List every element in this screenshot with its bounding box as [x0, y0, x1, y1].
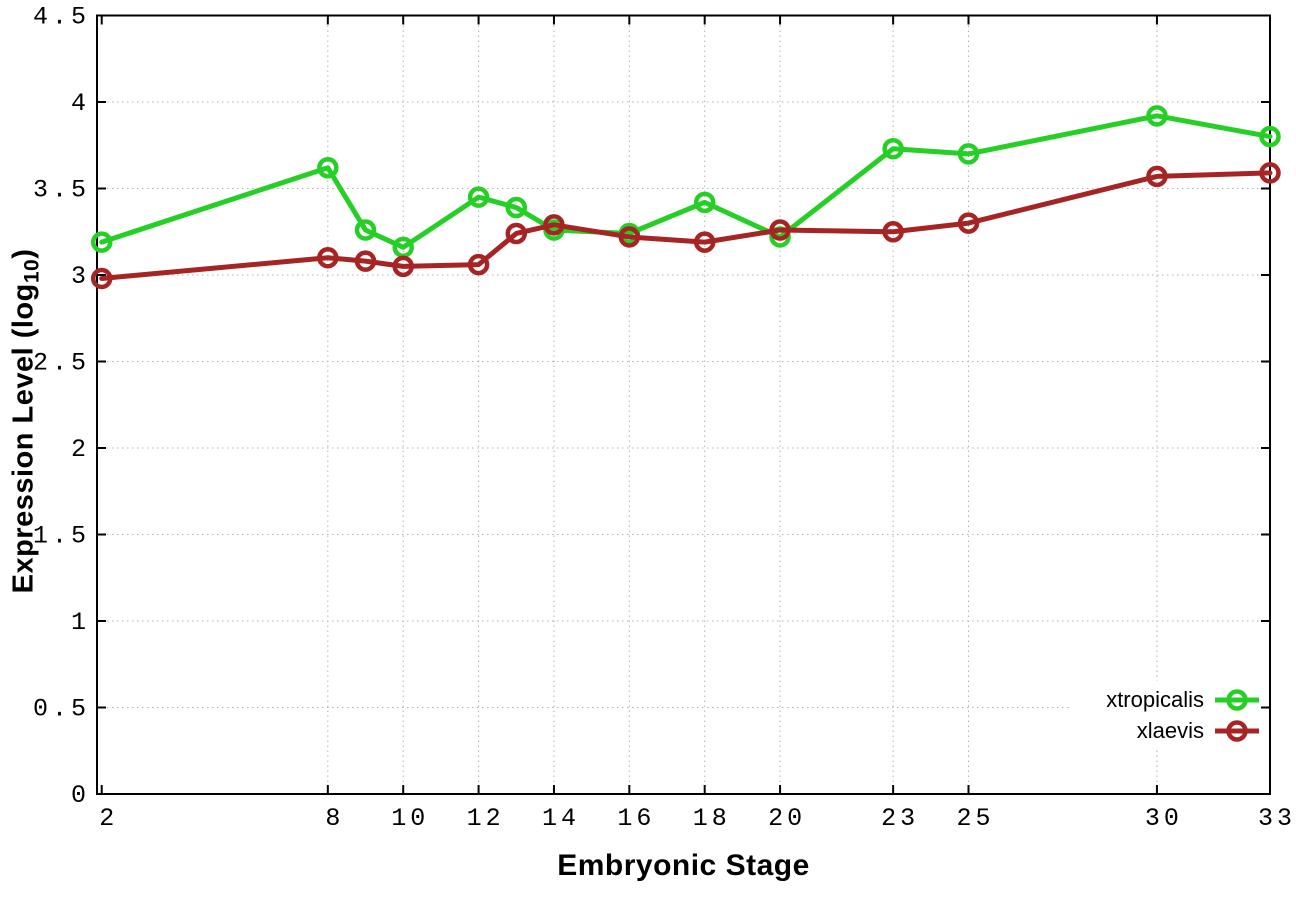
- xlaevis-line: [99, 170, 1273, 281]
- xlaevis-data-point-marker: [467, 253, 490, 276]
- x-tick-label: 12: [467, 804, 505, 833]
- y-tick-label: 1.5: [33, 522, 90, 551]
- x-tick-label: 2: [99, 804, 118, 833]
- series-xlaevis: [90, 162, 1281, 290]
- xlaevis-data-point-marker: [1146, 165, 1168, 188]
- plot-border: [96, 14, 1271, 795]
- xlaevis-data-point-marker: [392, 255, 414, 278]
- y-tick-label: 0: [71, 781, 90, 810]
- xlaevis-data-point-marker: [693, 231, 716, 253]
- xtropicalis-data-point-marker: [882, 137, 904, 160]
- x-axis-title: Embryonic Stage: [557, 849, 810, 882]
- x-tick-label: 10: [391, 804, 429, 833]
- x-tick-label: 23: [881, 804, 919, 833]
- xlaevis-data-point-marker: [957, 212, 980, 234]
- x-tick-label: 20: [768, 804, 806, 833]
- legend-label-xtropicalis: xtropicalis: [1106, 686, 1204, 712]
- legend-item-xlaevis: xlaevis: [1106, 715, 1260, 746]
- xlaevis-data-point-marker: [769, 219, 791, 241]
- xlaevis-data-point-marker: [1259, 162, 1281, 184]
- x-tick-label: 16: [617, 804, 655, 833]
- gridlines: [97, 15, 1270, 794]
- legend: xtropicalis xlaevis: [1106, 684, 1260, 746]
- xlaevis-data-point-marker: [90, 267, 113, 290]
- y-tick-label: 4: [71, 89, 90, 118]
- xtropicalis-data-point-marker: [467, 186, 490, 208]
- xlaevis-data-point-marker: [354, 250, 377, 272]
- xlaevis-data-point-marker: [505, 222, 528, 245]
- y-tick-label: 3.5: [33, 176, 90, 205]
- xtropicalis-data-point-marker: [1259, 125, 1281, 148]
- x-tick-label: 30: [1145, 804, 1183, 833]
- tick-marks: [97, 14, 1271, 795]
- x-tick-label: 18: [693, 804, 731, 833]
- x-tick-label: 25: [956, 804, 994, 833]
- xtropicalis-data-point-marker: [1146, 105, 1168, 127]
- y-axis-title-subscript: 10: [20, 258, 44, 284]
- x-tick-label: 8: [325, 804, 344, 833]
- y-tick-label: 1: [71, 608, 90, 637]
- y-tick-label: 4.5: [33, 3, 90, 32]
- xtropicalis-series-marker-icon: [1215, 688, 1259, 711]
- xtropicalis-data-point-marker: [354, 219, 377, 241]
- xtropicalis-data-point-marker: [957, 143, 980, 165]
- xlaevis-data-point-marker: [882, 221, 904, 243]
- legend-label-xlaevis: xlaevis: [1136, 717, 1204, 743]
- xtropicalis-data-point-marker: [505, 196, 528, 219]
- tick-labels: 0 0.5 1 1.5 2 2.5 3 3.5 4 4.5 2 8 10 12 14 16 18 20 23 25 30…: [33, 3, 1296, 834]
- xtropicalis-data-point-marker: [693, 191, 716, 214]
- y-axis-title: Expression Level (log10): [8, 249, 45, 594]
- y-tick-label: 3: [71, 262, 90, 291]
- xlaevis-data-point-marker: [543, 214, 565, 236]
- xlaevis-data-point-marker: [317, 246, 339, 269]
- legend-item-xtropicalis: xtropicalis: [1106, 684, 1260, 715]
- y-tick-label: 0.5: [33, 695, 90, 724]
- y-axis-title-close: ): [7, 248, 40, 259]
- y-tick-label: 2.5: [33, 349, 90, 378]
- y-axis-title-text: Expression Level (log: [7, 283, 40, 594]
- x-tick-label: 14: [542, 804, 580, 833]
- xlaevis-series-marker-icon: [1215, 719, 1259, 742]
- y-tick-label: 2: [71, 435, 90, 464]
- xtropicalis-line: [99, 113, 1273, 250]
- series-xtropicalis: [90, 105, 1281, 259]
- x-tick-label: 33: [1258, 804, 1296, 833]
- xtropicalis-data-point-marker: [90, 231, 113, 253]
- xtropicalis-data-point-marker: [317, 156, 339, 179]
- xlaevis-data-point-marker: [618, 226, 641, 248]
